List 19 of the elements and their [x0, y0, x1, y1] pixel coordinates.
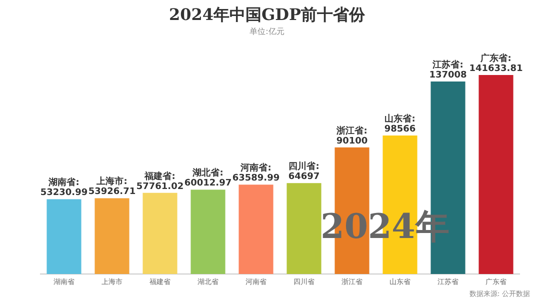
bar [46, 199, 82, 274]
data-label: 福建省:57761.02 [136, 170, 184, 192]
data-label: 河南省:63589.99 [232, 162, 280, 184]
data-label: 湖北省:60012.97 [184, 168, 232, 189]
data-label: 广东省:141633.81 [469, 53, 523, 74]
bar [238, 184, 274, 274]
bar [94, 198, 130, 274]
chart-title: 2024年中国GDP前十省份 [168, 5, 366, 24]
data-label: 山东省:98566 [384, 114, 416, 135]
chart-subtitle: 单位:亿元 [250, 27, 284, 36]
data-label: 江苏省:137008 [429, 60, 467, 80]
bar [478, 75, 514, 274]
bar [190, 190, 226, 274]
bar [286, 183, 322, 274]
bar [142, 192, 178, 274]
data-label: 湖南省:53230.99 [40, 177, 88, 198]
data-label: 浙江省:90100 [336, 125, 368, 146]
data-label: 上海市:53926.71 [88, 176, 136, 198]
data-label: 四川省:64697 [288, 161, 320, 182]
